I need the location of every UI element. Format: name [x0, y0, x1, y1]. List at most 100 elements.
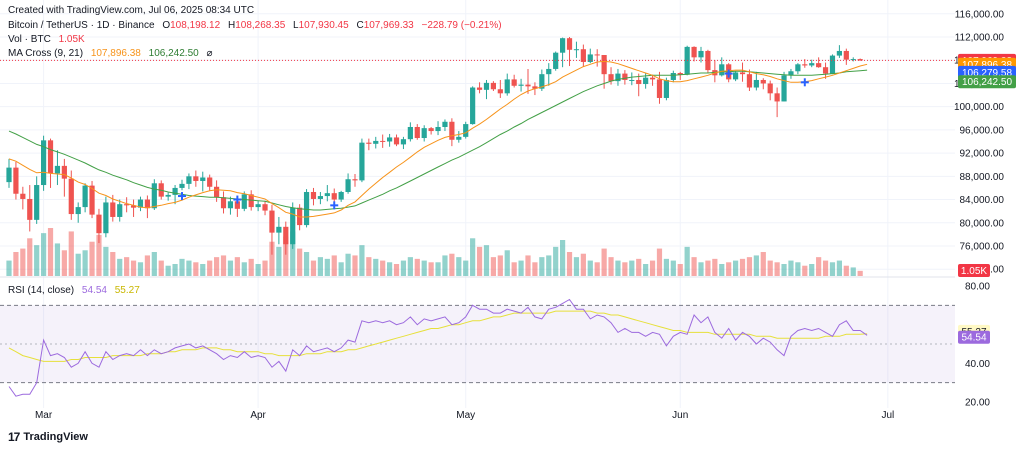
candle[interactable]: [525, 68, 531, 94]
symbol-legend[interactable]: Bitcoin / TetherUS · 1D · Binance O108,1…: [8, 19, 502, 32]
candle[interactable]: [414, 124, 420, 140]
rsi-axis[interactable]: 80.00 40.00 20.00: [965, 282, 990, 409]
candle[interactable]: [241, 191, 247, 212]
candle[interactable]: [518, 78, 524, 92]
candle[interactable]: [303, 189, 310, 228]
candlestick-series[interactable]: [6, 37, 863, 255]
candle[interactable]: [822, 62, 829, 79]
candle[interactable]: [27, 185, 33, 232]
candle[interactable]: [200, 171, 206, 192]
candle[interactable]: [663, 77, 669, 101]
candle[interactable]: [442, 119, 448, 132]
candle[interactable]: [490, 81, 496, 92]
candle[interactable]: [345, 173, 351, 194]
candle[interactable]: [649, 74, 656, 86]
candle[interactable]: [324, 185, 330, 202]
candle[interactable]: [622, 70, 628, 85]
candle[interactable]: [380, 134, 386, 148]
candle[interactable]: [733, 71, 739, 82]
candle[interactable]: [753, 71, 759, 91]
candle[interactable]: [587, 48, 593, 64]
candle[interactable]: [698, 46, 704, 63]
candle[interactable]: [82, 183, 88, 213]
candle[interactable]: [130, 199, 137, 217]
candle[interactable]: [746, 69, 753, 92]
candle[interactable]: [705, 49, 711, 74]
candle[interactable]: [553, 51, 559, 71]
candle[interactable]: [580, 44, 586, 67]
candle[interactable]: [546, 63, 552, 86]
candle[interactable]: [463, 121, 469, 139]
candle[interactable]: [594, 49, 600, 67]
rsi-legend[interactable]: RSI (14, close) 54.54 55.27: [8, 284, 140, 297]
candle[interactable]: [829, 54, 836, 75]
candle[interactable]: [96, 208, 102, 244]
candle[interactable]: [636, 73, 642, 97]
candle[interactable]: [290, 202, 296, 249]
candle[interactable]: [172, 185, 178, 205]
candle[interactable]: [269, 204, 275, 255]
candle[interactable]: [137, 196, 144, 212]
volume-legend[interactable]: Vol · BTC 1.05K: [8, 33, 85, 46]
candle[interactable]: [449, 118, 455, 147]
candle[interactable]: [850, 57, 856, 62]
candle[interactable]: [124, 197, 130, 213]
candle[interactable]: [795, 63, 801, 75]
candle[interactable]: [276, 216, 282, 245]
candle[interactable]: [843, 48, 849, 65]
candle[interactable]: [47, 138, 54, 188]
candle[interactable]: [566, 37, 573, 67]
candle[interactable]: [283, 221, 289, 255]
hidden-eye-icon[interactable]: ⌀: [206, 48, 213, 59]
candle[interactable]: [809, 59, 815, 68]
candle[interactable]: [511, 74, 517, 88]
candle[interactable]: [788, 68, 794, 79]
candle[interactable]: [41, 135, 47, 191]
candle[interactable]: [220, 191, 227, 214]
candle[interactable]: [774, 87, 780, 118]
candle[interactable]: [151, 179, 157, 210]
tradingview-brand[interactable]: 17 TradingView: [8, 430, 88, 444]
candle[interactable]: [456, 131, 462, 143]
candle[interactable]: [61, 158, 67, 197]
ma-cross-legend[interactable]: MA Cross (9, 21) 107,896.38 106,242.50 ⌀: [8, 47, 213, 60]
candle[interactable]: [470, 86, 476, 125]
candle[interactable]: [387, 133, 393, 147]
candle[interactable]: [207, 174, 213, 191]
candle[interactable]: [656, 71, 663, 104]
candle[interactable]: [179, 179, 185, 191]
candle[interactable]: [435, 121, 441, 136]
candle[interactable]: [677, 71, 683, 80]
candle[interactable]: [760, 78, 766, 90]
candle[interactable]: [13, 161, 19, 200]
candle[interactable]: [719, 57, 725, 77]
candle[interactable]: [144, 195, 150, 219]
candle[interactable]: [338, 190, 344, 202]
candle[interactable]: [504, 73, 510, 96]
candle[interactable]: [573, 41, 580, 58]
candle[interactable]: [497, 79, 503, 98]
candle[interactable]: [407, 122, 413, 142]
candle[interactable]: [857, 58, 863, 61]
candle[interactable]: [670, 70, 676, 83]
candle[interactable]: [476, 82, 483, 94]
candle[interactable]: [20, 186, 26, 210]
candle[interactable]: [373, 136, 379, 149]
candle[interactable]: [227, 196, 234, 215]
candle[interactable]: [781, 71, 787, 102]
symbol-name[interactable]: Bitcoin / TetherUS · 1D · Binance: [8, 20, 155, 31]
candle[interactable]: [560, 37, 566, 68]
candle[interactable]: [317, 191, 323, 205]
candle[interactable]: [767, 80, 773, 101]
candle[interactable]: [34, 176, 40, 224]
candle[interactable]: [816, 57, 822, 68]
candle[interactable]: [393, 134, 400, 147]
candle[interactable]: [310, 187, 317, 206]
candle[interactable]: [691, 46, 697, 62]
candle[interactable]: [629, 72, 635, 86]
candle[interactable]: [165, 192, 171, 201]
candle[interactable]: [836, 45, 842, 58]
candle[interactable]: [262, 200, 268, 216]
candle[interactable]: [352, 174, 358, 187]
candle[interactable]: [366, 138, 372, 151]
